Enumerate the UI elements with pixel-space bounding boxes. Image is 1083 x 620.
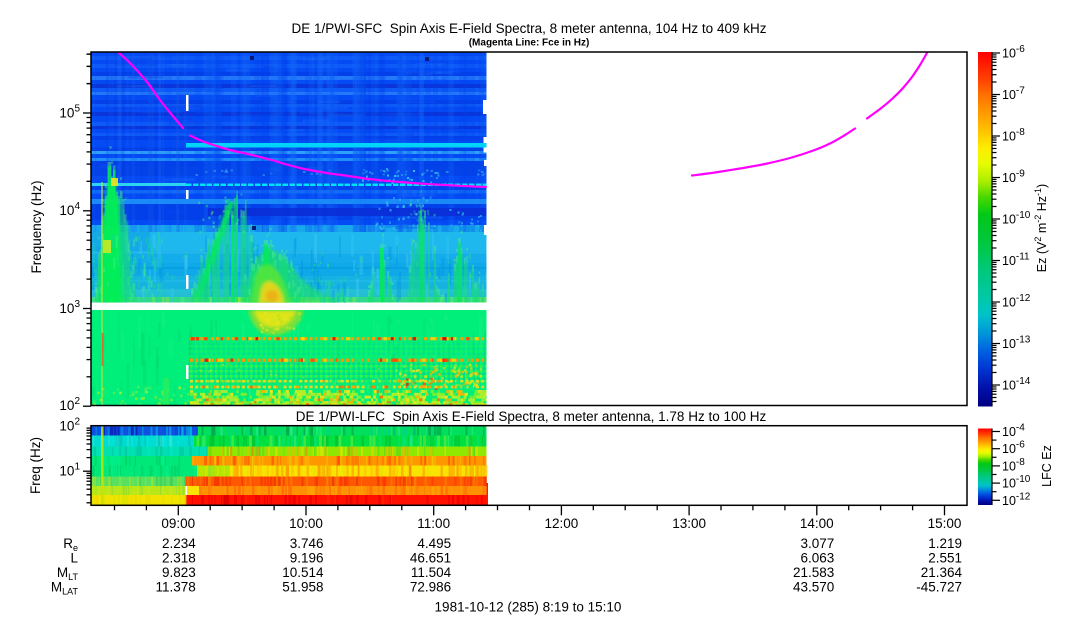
svg-text:4.495: 4.495	[417, 536, 451, 551]
svg-text:L: L	[70, 551, 78, 566]
svg-text:10.514: 10.514	[282, 565, 324, 580]
svg-text:13:00: 13:00	[672, 516, 706, 531]
svg-text:72.986: 72.986	[410, 580, 451, 595]
svg-text:6.063: 6.063	[801, 551, 835, 566]
svg-text:(Magenta Line: Fce in Hz): (Magenta Line: Fce in Hz)	[469, 38, 590, 49]
svg-text:DE 1/PWI-SFC Spin Axis E-Fiel: DE 1/PWI-SFC Spin Axis E-Field Spectra, …	[292, 21, 767, 36]
svg-text:LFC Ez: LFC Ez	[1040, 445, 1054, 487]
svg-text:9.823: 9.823	[162, 565, 196, 580]
svg-text:3.077: 3.077	[801, 536, 835, 551]
svg-text:9.196: 9.196	[290, 551, 324, 566]
svg-text:14:00: 14:00	[800, 516, 834, 531]
svg-text:43.570: 43.570	[793, 580, 834, 595]
svg-text:1981-10-12 (285) 8:19 to 15:10: 1981-10-12 (285) 8:19 to 15:10	[435, 600, 622, 615]
svg-text:Freq (Hz): Freq (Hz)	[28, 437, 43, 494]
svg-text:Frequency (Hz): Frequency (Hz)	[29, 180, 44, 273]
svg-text:2.551: 2.551	[928, 551, 962, 566]
svg-text:46.651: 46.651	[410, 551, 451, 566]
svg-text:11.378: 11.378	[156, 580, 196, 595]
svg-text:-45.727: -45.727	[916, 580, 962, 595]
svg-text:15:00: 15:00	[928, 516, 962, 531]
svg-text:21.364: 21.364	[921, 565, 963, 580]
svg-text:10:00: 10:00	[289, 516, 323, 531]
svg-text:1.219: 1.219	[928, 536, 962, 551]
svg-text:11:00: 11:00	[417, 516, 450, 531]
svg-text:3.746: 3.746	[290, 536, 324, 551]
svg-text:Ez (V2 m-2 Hz-1): Ez (V2 m-2 Hz-1)	[1033, 184, 1049, 272]
svg-text:09:00: 09:00	[161, 516, 195, 531]
svg-text:2.318: 2.318	[162, 551, 196, 566]
svg-text:11.504: 11.504	[411, 565, 452, 580]
svg-text:DE 1/PWI-LFC Spin Axis E-Fiel: DE 1/PWI-LFC Spin Axis E-Field Spectra, …	[296, 409, 767, 424]
svg-text:2.234: 2.234	[162, 536, 196, 551]
svg-text:21.583: 21.583	[793, 565, 834, 580]
svg-text:51.958: 51.958	[282, 580, 323, 595]
svg-text:12:00: 12:00	[545, 516, 579, 531]
